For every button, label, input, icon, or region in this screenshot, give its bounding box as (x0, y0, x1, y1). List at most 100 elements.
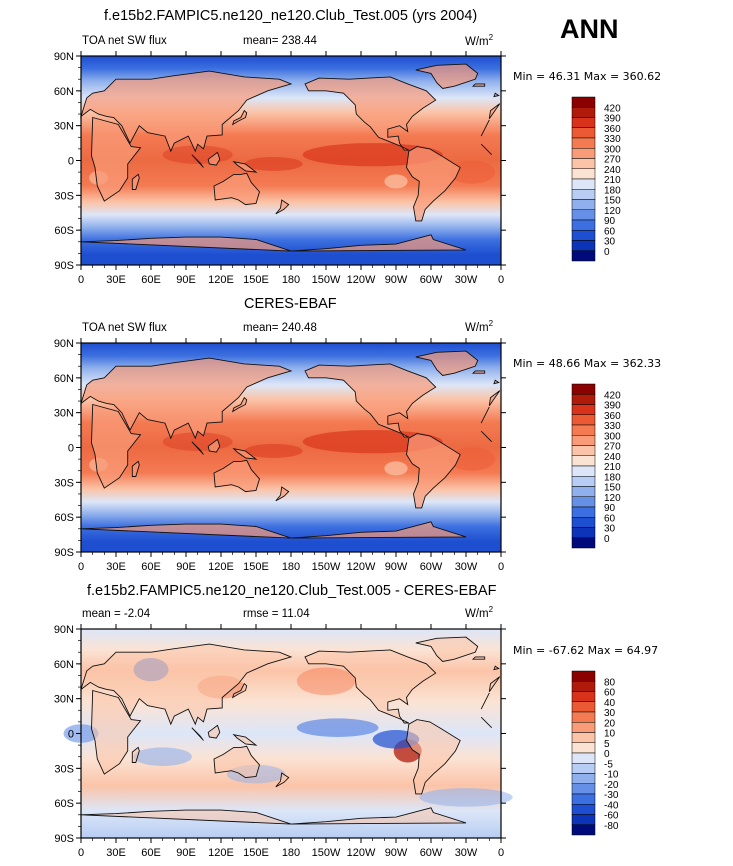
y-tick-label: 0 (68, 729, 74, 741)
panel-1-variable-label: TOA net SW flux (82, 35, 167, 47)
panel-1-mean-label: mean= 238.44 (243, 35, 317, 47)
colorbar-label: 300 (604, 144, 621, 155)
colorbar-swatch (571, 793, 596, 805)
x-tick-label: 180 (282, 274, 300, 286)
colorbar-swatch (571, 455, 596, 467)
y-tick-label: 30N (54, 408, 74, 420)
colorbar-swatch (571, 804, 596, 815)
x-tick-label: 30E (106, 561, 126, 573)
panel-1-plot: 90N 60N 30N 0 30S 60S 90S 0 30E 60E 90E 120E 150E 180… (54, 51, 621, 286)
colorbar-label: 330 (604, 134, 621, 145)
colorbar-swatch (571, 824, 596, 836)
continent-outline (480, 692, 490, 710)
continent-outline (207, 151, 221, 166)
y-tick-label: 60S (54, 225, 74, 237)
colorbar-label: 120 (604, 206, 621, 217)
continent-outline (191, 441, 204, 455)
continent-outline (406, 433, 461, 509)
colorbar-swatch (571, 209, 596, 221)
colorbar-label: -60 (604, 811, 619, 822)
colorbar-label: -10 (604, 770, 619, 781)
x-tick-label: 90E (176, 561, 196, 573)
colorbar-label: 150 (604, 483, 621, 494)
colorbar-swatch (571, 722, 596, 733)
x-tick-label: 30W (455, 847, 478, 859)
colorbar-label: 0 (604, 749, 610, 760)
panel-1-units: W/m2 (465, 33, 494, 48)
x-tick-label: 60W (420, 561, 443, 573)
continent-outline (213, 172, 261, 206)
continent-outline (480, 406, 490, 424)
colorbar-label: -20 (604, 780, 619, 791)
continent-outline (488, 676, 501, 692)
field-feature (448, 447, 496, 471)
x-tick-label: 60E (141, 847, 161, 859)
colorbar-swatch (571, 435, 596, 446)
x-tick-label: 150W (312, 274, 341, 286)
colorbar-label: 60 (604, 226, 616, 237)
colorbar-label: 210 (604, 462, 621, 473)
continent-outline (80, 236, 292, 252)
y-tick-label: 90N (54, 624, 74, 636)
x-tick-label: 150E (243, 274, 269, 286)
x-tick-label: 60W (420, 847, 443, 859)
continent-outline (80, 643, 293, 726)
x-tick-label: 0 (78, 274, 84, 286)
x-tick-label: 120E (208, 274, 234, 286)
y-tick-label: 30N (54, 121, 74, 133)
continent-outline (406, 146, 461, 222)
field-feature (419, 788, 513, 807)
continent-outline (232, 733, 258, 746)
x-tick-label: 60E (141, 561, 161, 573)
continent-outline (304, 363, 437, 438)
continent-outline (91, 689, 142, 775)
colorbar-swatch (571, 189, 596, 200)
continent-outline (213, 745, 261, 779)
colorbar-label: 20 (604, 718, 616, 729)
continent-outline (493, 92, 500, 98)
x-tick-label: 30E (106, 274, 126, 286)
x-tick-label: 150E (243, 847, 269, 859)
continent-outline (91, 403, 142, 489)
colorbar-swatch (571, 465, 596, 477)
colorbar-swatch (571, 199, 596, 210)
colorbar-swatch (571, 506, 596, 518)
colorbar-label: 420 (604, 390, 621, 401)
continent-outline (290, 521, 467, 539)
colorbar-swatch (571, 107, 596, 118)
panel-3-title: f.e15b2.FAMPIC5.ne120_ne120.Club_Test.00… (87, 583, 497, 599)
colorbar-label: 0 (604, 247, 610, 258)
colorbar-swatch (571, 783, 596, 795)
continent-outline (304, 76, 437, 151)
panel-2-variable-label: TOA net SW flux (82, 322, 167, 334)
continent-outline (488, 390, 501, 406)
y-tick-label: 90S (54, 833, 74, 845)
x-tick-label: 150W (312, 561, 341, 573)
continent-outline (471, 83, 486, 87)
x-tick-label: 180 (282, 561, 300, 573)
colorbar-swatch (571, 414, 596, 426)
colorbar-label: 210 (604, 175, 621, 186)
colorbar-swatch (571, 383, 596, 395)
colorbar-label: 360 (604, 124, 621, 135)
colorbar-swatch (571, 137, 596, 149)
panel-3-rmse-label: rmse = 11.04 (243, 608, 310, 620)
colorbar-label: 240 (604, 452, 621, 463)
colorbar-swatch (571, 158, 596, 169)
continent-outline (304, 649, 437, 724)
continent-outline (232, 447, 258, 460)
colorbar-swatch (571, 752, 596, 764)
colorbar-label: 90 (604, 216, 616, 227)
panel-3-minmax: Min = -67.62 Max = 64.97 (513, 644, 659, 657)
colorbar-label: 90 (604, 503, 616, 514)
continent-outline (406, 719, 461, 795)
x-tick-label: 0 (498, 847, 504, 859)
y-tick-label: 30N (54, 694, 74, 706)
colorbar-swatch (571, 404, 596, 415)
colorbar-swatch (571, 178, 596, 190)
colorbar-label: 30 (604, 524, 616, 535)
x-tick-label: 180 (282, 847, 300, 859)
colorbar-swatch (571, 168, 596, 180)
x-tick-label: 60E (141, 274, 161, 286)
